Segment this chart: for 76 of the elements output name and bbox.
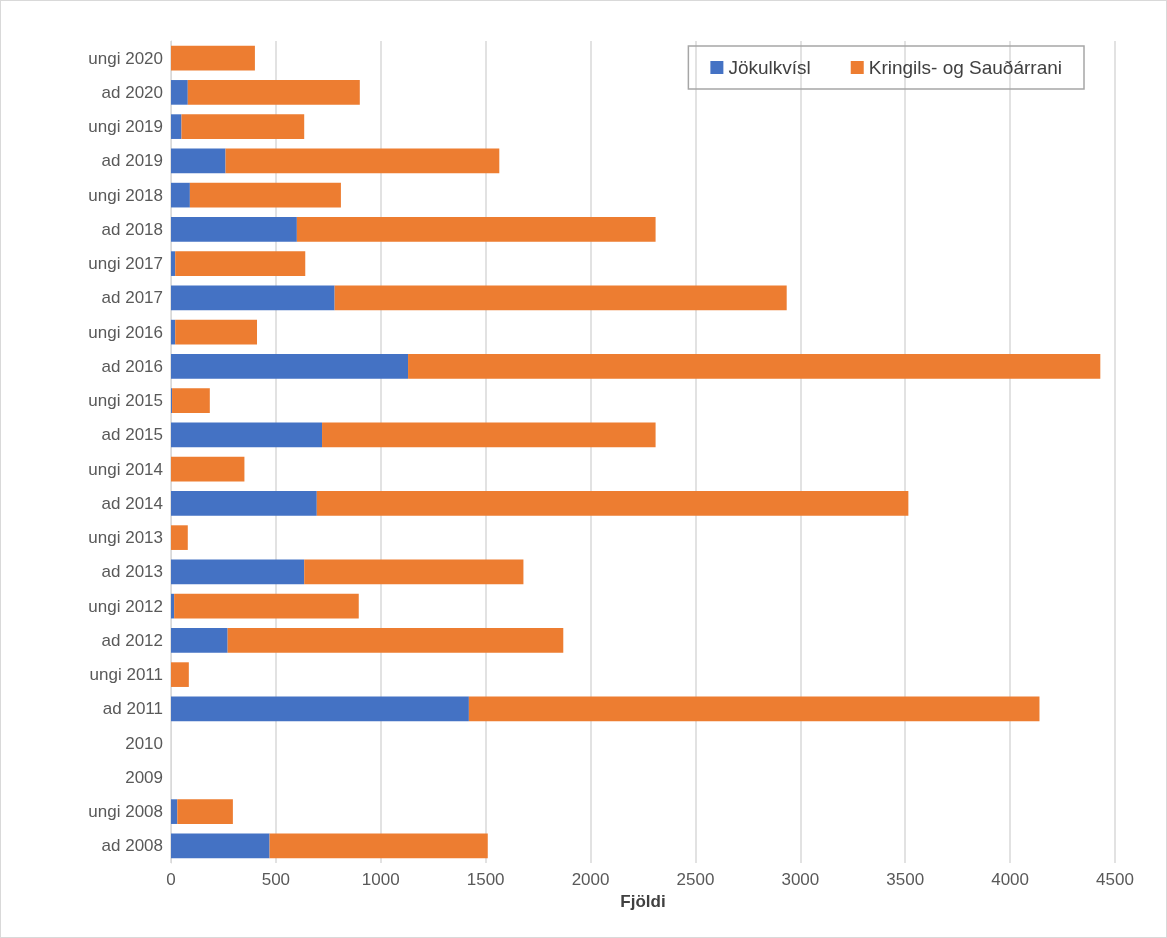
bar — [171, 319, 176, 345]
y-tick-label: ungi 2008 — [88, 802, 163, 822]
y-tick-label: ad 2015 — [101, 425, 163, 445]
x-axis-title: Fjöldi — [620, 891, 666, 911]
y-tick-label: ungi 2014 — [88, 459, 163, 479]
y-tick-label: ungi 2013 — [88, 528, 163, 548]
bar — [171, 148, 226, 174]
x-tick-label: 500 — [261, 870, 291, 889]
bar — [171, 456, 245, 482]
bar — [171, 696, 469, 722]
x-tick-label: 2000 — [571, 870, 610, 889]
y-tick-label: ungi 2011 — [89, 665, 163, 685]
bar — [334, 285, 787, 311]
bar — [175, 251, 306, 276]
x-tick-label: 3000 — [781, 870, 820, 889]
bar — [175, 319, 258, 345]
bar — [322, 422, 656, 448]
bar — [171, 593, 175, 619]
y-tick-label: ungi 2015 — [88, 391, 163, 411]
y-tick-label: 2010 — [125, 733, 163, 753]
legend-label: Jökulkvísl — [728, 57, 811, 78]
bar — [468, 696, 1040, 722]
y-tick-label: ad 2008 — [101, 836, 163, 856]
y-tick-label: 2009 — [125, 767, 163, 787]
y-tick-label: ungi 2019 — [88, 117, 163, 137]
y-tick-label: ad 2014 — [101, 493, 163, 513]
bar — [174, 593, 359, 619]
bar — [171, 114, 182, 139]
bar — [189, 182, 341, 208]
bar — [316, 491, 909, 516]
bar — [171, 628, 228, 653]
y-tick-label: ad 2017 — [101, 288, 163, 308]
y-tick-label: ad 2018 — [101, 219, 163, 239]
y-tick-label: ad 2020 — [101, 82, 163, 102]
bar — [408, 354, 1101, 379]
bar — [171, 799, 178, 824]
bar — [227, 628, 564, 653]
bar — [269, 833, 488, 859]
bar — [171, 285, 335, 311]
bar — [171, 251, 176, 276]
x-tick-label: 4000 — [991, 870, 1030, 889]
bar — [171, 833, 270, 859]
y-tick-label: ad 2012 — [101, 630, 163, 650]
y-tick-label: ungi 2017 — [88, 254, 163, 274]
bar — [171, 422, 323, 448]
bar — [171, 525, 188, 550]
bar — [171, 45, 255, 71]
bar — [171, 182, 190, 208]
y-tick-label: ungi 2018 — [88, 185, 163, 205]
bar — [225, 148, 500, 174]
bar — [181, 114, 305, 139]
x-tick-label: 2500 — [676, 870, 715, 889]
y-tick-label: ungi 2020 — [88, 48, 163, 68]
y-tick-label: ad 2016 — [101, 356, 163, 376]
bar — [177, 799, 233, 824]
y-tick-label: ungi 2016 — [88, 322, 163, 342]
y-tick-label: ungi 2012 — [88, 596, 163, 616]
bar — [171, 354, 409, 379]
y-tick-label: ad 2019 — [101, 151, 163, 171]
bar — [187, 80, 360, 105]
bar — [171, 491, 317, 516]
bar — [171, 217, 297, 242]
x-tick-label: 4500 — [1096, 870, 1134, 889]
x-tick-label: 3500 — [886, 870, 925, 889]
bar — [171, 662, 189, 687]
bar — [296, 217, 656, 242]
x-tick-label: 1000 — [361, 870, 400, 889]
x-tick-label: 1500 — [466, 870, 505, 889]
y-tick-label: ad 2013 — [101, 562, 163, 582]
bar — [171, 559, 305, 585]
y-tick-label: ad 2011 — [102, 699, 163, 719]
bar — [172, 388, 210, 413]
legend-label: Kringils- og Sauðárrani — [868, 57, 1062, 78]
x-tick-label: 0 — [166, 870, 176, 889]
bar — [304, 559, 524, 585]
bar — [171, 80, 188, 105]
